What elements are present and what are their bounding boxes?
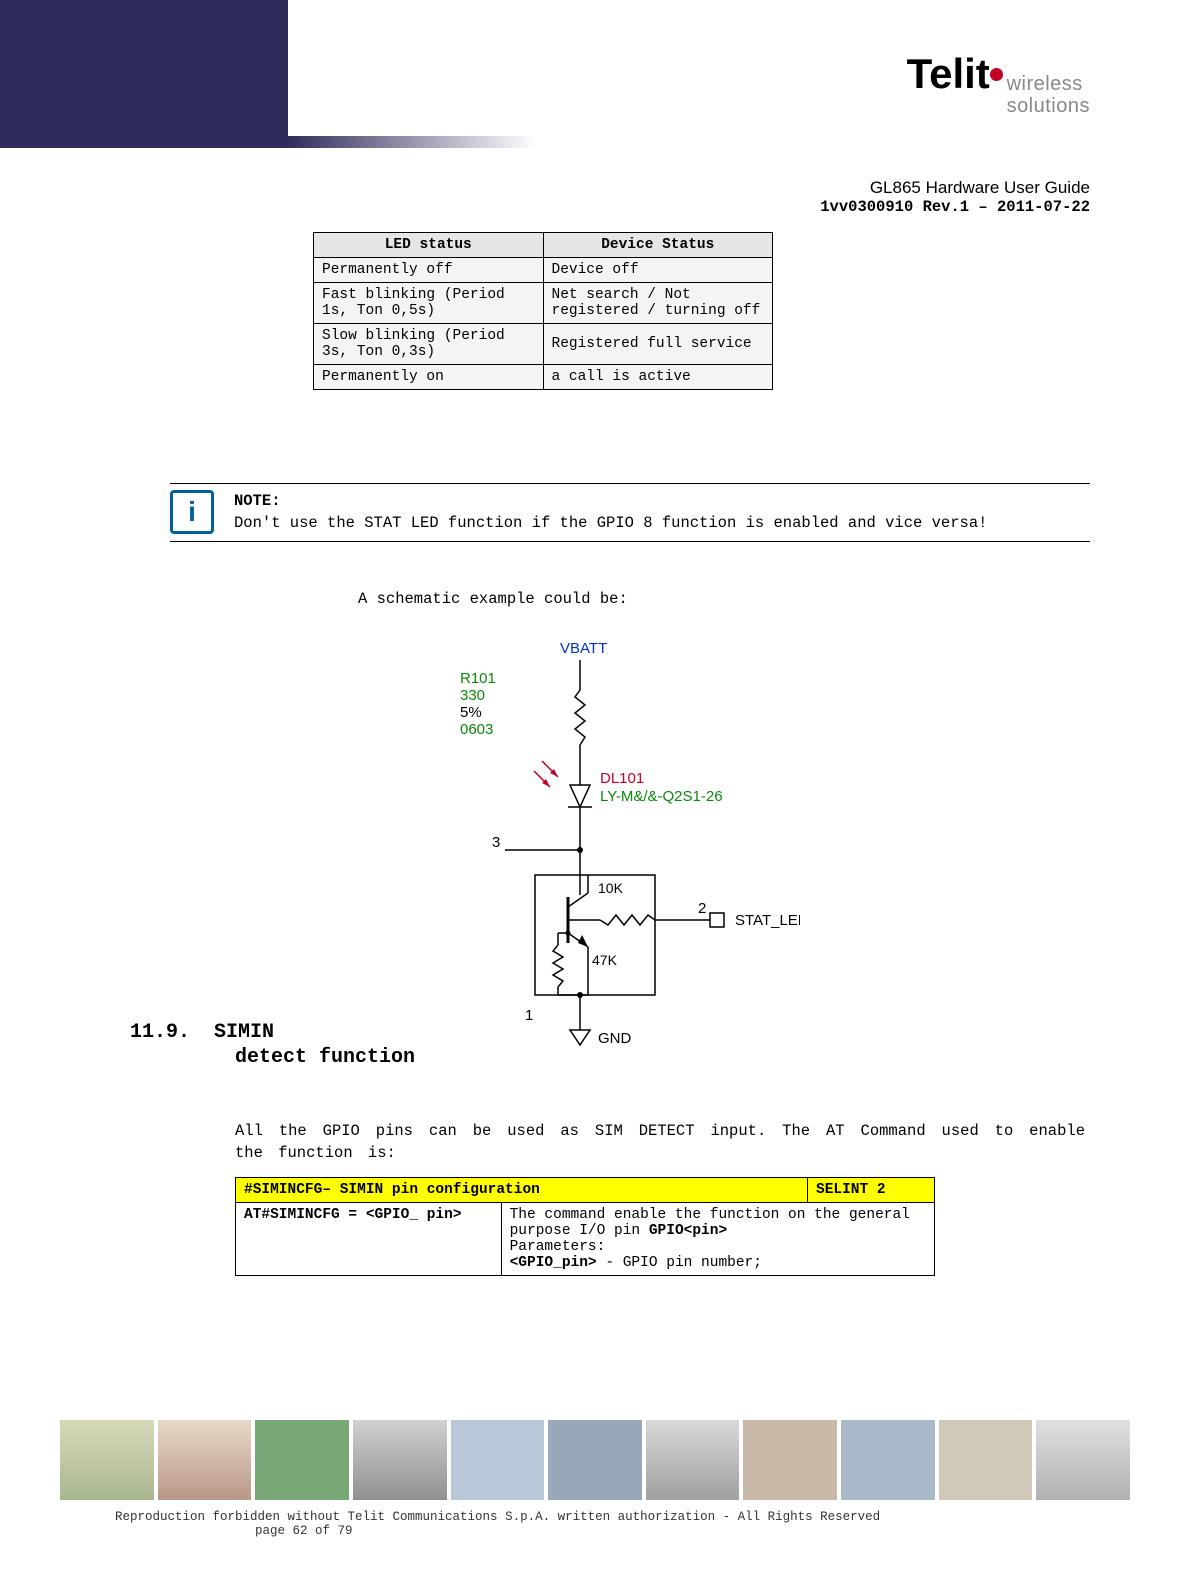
logo-subtitle: wireless solutions — [1007, 73, 1090, 117]
doc-title: GL865 Hardware User Guide — [820, 178, 1090, 198]
footer-image-strip — [60, 1420, 1130, 1500]
section-title-2: detect function — [235, 1045, 415, 1070]
schematic-caption: A schematic example could be: — [358, 590, 628, 608]
doc-revision: 1vv0300910 Rev.1 – 2011-07-22 — [820, 198, 1090, 216]
table-row: AT#SIMINCFG = <GPIO_ pin> The command en… — [236, 1202, 935, 1275]
cfg-desc: The command enable the function on the g… — [501, 1202, 934, 1275]
logo-sub2: solutions — [1007, 95, 1090, 117]
note-text: Don't use the STAT LED function if the G… — [234, 514, 987, 532]
cfg-cmd: AT#SIMINCFG = <GPIO_ pin> — [236, 1202, 502, 1275]
table-row: Slow blinking (Period 3s, Ton 0,3s)Regis… — [314, 324, 773, 365]
logo-sub1: wireless — [1007, 73, 1090, 95]
table-cell: Fast blinking (Period 1s, Ton 0,5s) — [314, 283, 544, 324]
info-icon: i — [170, 490, 214, 534]
footer-line1: Reproduction forbidden without Telit Com… — [115, 1510, 1115, 1524]
table-row: Fast blinking (Period 1s, Ton 0,5s)Net s… — [314, 283, 773, 324]
logo-mark: Telit — [907, 50, 997, 140]
header-dark-block — [0, 0, 288, 136]
section-title-1: SIMIN — [214, 1021, 274, 1044]
table-cell: Permanently on — [314, 365, 544, 390]
label-dl101-part: LY-M&/&-Q2S1-26 — [600, 788, 723, 805]
note-block: i NOTE: Don't use the STAT LED function … — [170, 483, 1090, 542]
table-cell: Permanently off — [314, 258, 544, 283]
doc-title-block: GL865 Hardware User Guide 1vv0300910 Rev… — [820, 178, 1090, 216]
schematic-diagram: VBATT R101 330 5% 0603 DL101 LY-M&/&-Q2S… — [430, 635, 800, 1050]
led-table-header: LED status — [314, 233, 544, 258]
note-title: NOTE: — [234, 492, 281, 510]
led-table-header: Device Status — [543, 233, 773, 258]
label-r101-tol: 5% — [460, 704, 482, 721]
label-r101-val: 330 — [460, 687, 485, 704]
table-cell: Slow blinking (Period 3s, Ton 0,3s) — [314, 324, 544, 365]
label-dl101: DL101 — [600, 770, 644, 787]
simincfg-table: #SIMINCFG– SIMIN pin configuration SELIN… — [235, 1177, 935, 1276]
label-10k: 10K — [598, 880, 624, 896]
label-pin3: 3 — [492, 834, 500, 851]
logo-dot-icon — [990, 68, 1003, 81]
table-cell: a call is active — [543, 365, 773, 390]
footer-page: page 62 of 79 — [255, 1524, 1115, 1538]
section-body: All the GPIO pins can be used as SIM DET… — [235, 1120, 1085, 1165]
logo-text: Telit — [907, 50, 990, 97]
label-r101-pkg: 0603 — [460, 721, 493, 738]
label-gnd: GND — [598, 1030, 632, 1047]
table-cell: Registered full service — [543, 324, 773, 365]
table-cell: Device off — [543, 258, 773, 283]
label-pin2: 2 — [698, 900, 706, 917]
label-vbatt: VBATT — [560, 640, 607, 657]
cfg-header-left: #SIMINCFG– SIMIN pin configuration — [236, 1178, 808, 1202]
section-number: 11.9. — [130, 1021, 190, 1044]
table-row: Permanently offDevice off — [314, 258, 773, 283]
footer-text: Reproduction forbidden without Telit Com… — [115, 1510, 1115, 1538]
cfg-header-right: SELINT 2 — [808, 1178, 934, 1202]
led-status-table: LED status Device Status Permanently off… — [313, 232, 773, 390]
section-heading: 11.9. SIMIN detect function — [130, 1020, 530, 1070]
table-cell: Net search / Not registered / turning of… — [543, 283, 773, 324]
label-47k: 47K — [592, 952, 618, 968]
table-row: Permanently ona call is active — [314, 365, 773, 390]
label-statled: STAT_LED — [735, 912, 800, 929]
label-r101: R101 — [460, 670, 496, 687]
logo: Telit wireless solutions — [907, 50, 1090, 140]
